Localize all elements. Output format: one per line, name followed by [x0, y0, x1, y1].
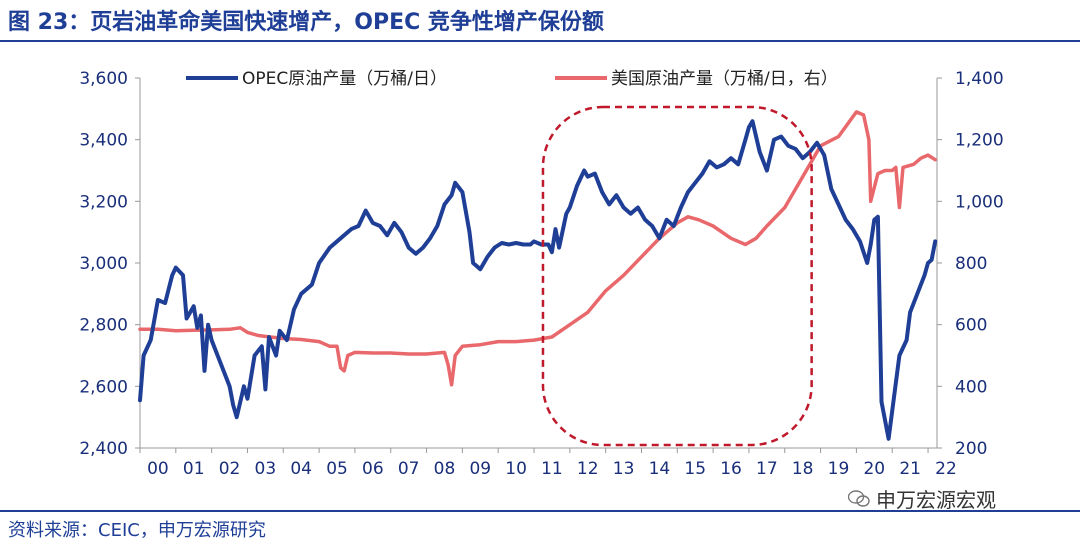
us-series-line — [138, 110, 937, 387]
watermark: 申万宏源宏观 — [848, 484, 996, 513]
x-tick-label: 11 — [541, 459, 563, 479]
axes-group — [139, 78, 938, 449]
x-tick-label: 12 — [577, 459, 599, 479]
right-tick-label: 600 — [955, 316, 987, 336]
x-tick-label: 06 — [362, 459, 384, 479]
left-tick-label: 3,600 — [79, 69, 128, 89]
x-tick-label: 19 — [828, 459, 850, 479]
x-tick-label: 15 — [684, 459, 706, 479]
right-tick-label: 200 — [955, 439, 987, 459]
left-tick-label: 2,400 — [79, 439, 128, 459]
legend-label: 美国原油产量（万桶/日，右） — [611, 69, 838, 89]
right-tick-label: 1,000 — [955, 192, 1004, 212]
legend: OPEC原油产量（万桶/日） 美国原油产量（万桶/日，右） — [186, 69, 838, 89]
source-note: 资料来源：CEIC，申万宏源研究 — [8, 520, 266, 541]
x-axis-ticks: 00 01 02 03 04 05 06 07 08 09 10 11 12 13 14 15 16 17 18 19… — [139, 448, 957, 479]
x-tick-label: 18 — [792, 459, 814, 479]
wechat-icon — [848, 489, 870, 507]
right-axis-ticks: 200 400 600 800 1,000 1,200 1,400 — [937, 69, 1004, 459]
legend-label: OPEC原油产量（万桶/日） — [242, 69, 447, 89]
left-tick-label: 2,800 — [79, 316, 128, 336]
x-tick-label: 08 — [434, 459, 456, 479]
x-tick-label: 01 — [183, 459, 205, 479]
x-tick-label: 03 — [255, 459, 277, 479]
x-tick-label: 10 — [505, 459, 527, 479]
x-tick-label: 17 — [756, 459, 778, 479]
bottom-rule — [0, 510, 1080, 512]
x-tick-label: 00 — [147, 459, 169, 479]
x-tick-label: 14 — [649, 459, 671, 479]
x-tick-label: 16 — [720, 459, 742, 479]
x-tick-label: 22 — [935, 459, 957, 479]
left-tick-label: 2,600 — [79, 377, 128, 397]
left-tick-label: 3,200 — [79, 192, 128, 212]
left-tick-label: 3,400 — [79, 131, 128, 151]
x-tick-label: 13 — [613, 459, 635, 479]
x-tick-label: 20 — [863, 459, 885, 479]
right-tick-label: 1,200 — [955, 131, 1004, 151]
x-tick-label: 02 — [219, 459, 241, 479]
x-tick-label: 09 — [469, 459, 491, 479]
x-tick-label: 05 — [326, 459, 348, 479]
annotation-group — [541, 105, 813, 447]
right-tick-label: 800 — [955, 254, 987, 274]
left-axis-ticks: 2,400 2,600 2,800 3,000 3,200 3,400 3,600 — [79, 69, 140, 459]
opec-series-line — [138, 119, 938, 441]
right-tick-label: 1,400 — [955, 69, 1004, 89]
watermark-text: 申万宏源宏观 — [876, 488, 996, 512]
x-tick-label: 21 — [899, 459, 921, 479]
x-tick-label: 07 — [398, 459, 420, 479]
highlight-box — [541, 105, 813, 447]
x-tick-label: 04 — [290, 459, 312, 479]
series-group — [138, 110, 938, 441]
chart-title: 图 23：页岩油革命美国快速增产，OPEC 竞争性增产保份额 — [8, 10, 604, 35]
left-tick-label: 3,000 — [79, 254, 128, 274]
title-rule — [0, 40, 1080, 42]
right-tick-label: 400 — [955, 377, 987, 397]
